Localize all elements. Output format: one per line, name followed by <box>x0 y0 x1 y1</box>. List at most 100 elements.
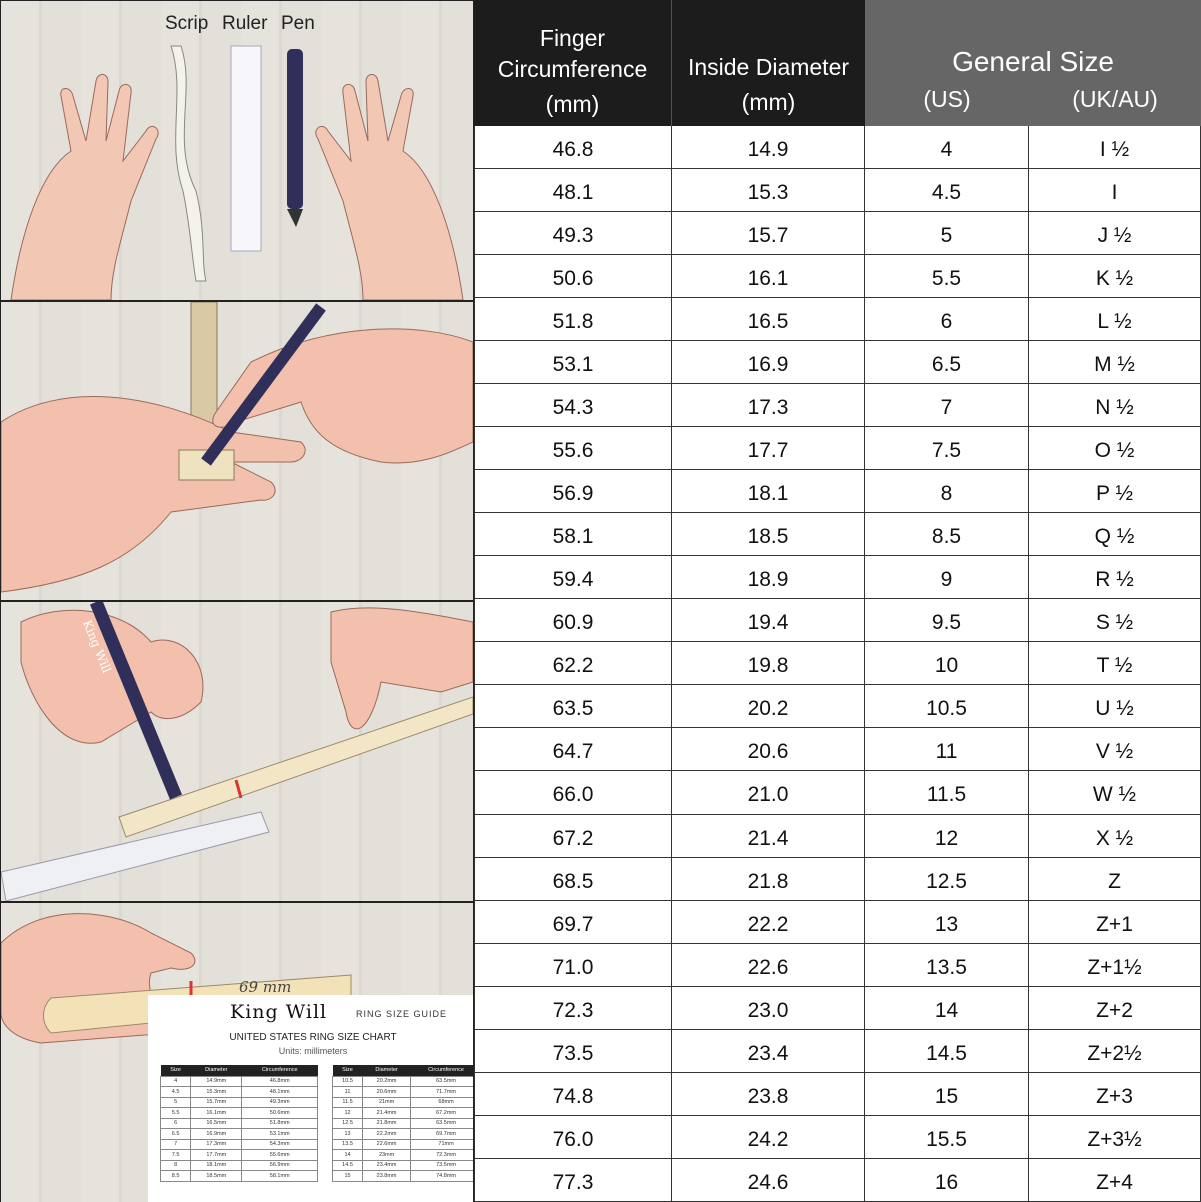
mini-cell: 14.5 <box>331 1159 364 1171</box>
uk-au-size-cell: P ½ <box>1029 470 1201 513</box>
diameter-cell: 14.9 <box>672 126 865 169</box>
table-row: 58.1 18.5 8.5 Q ½ <box>474 513 1201 557</box>
mini-row: 5.5 16.1mm 50.6mm <box>159 1107 318 1119</box>
table-row: 66.0 21.0 11.5 W ½ <box>474 771 1201 815</box>
circumference-cell: 69.7 <box>474 900 672 943</box>
mini-cell: 22.2mm <box>362 1128 412 1140</box>
mini-cell: 22.6mm <box>362 1138 412 1150</box>
us-size-cell: 4 <box>865 126 1029 169</box>
diameter-cell: 23.8 <box>672 1072 865 1115</box>
mini-cell: 23mm <box>362 1149 412 1161</box>
diameter-cell: 16.9 <box>672 341 865 384</box>
mini-row: 13.5 22.6mm 71mm <box>331 1138 473 1150</box>
table-row: 50.6 16.1 5.5 K ½ <box>474 255 1201 299</box>
table-row: 59.4 18.9 9 R ½ <box>474 556 1201 600</box>
mini-row: 12 21.4mm 67.2mm <box>331 1107 473 1119</box>
header-text: (mm) <box>741 89 796 115</box>
mini-header: Size <box>332 1065 363 1076</box>
mini-cell: 72.3mm <box>410 1149 473 1161</box>
mini-row: 11.5 21mm 68mm <box>331 1096 473 1108</box>
mini-cell: 63.5mm <box>410 1117 473 1129</box>
mini-row: 6 16.5mm 51.8mm <box>159 1117 318 1129</box>
mini-cell: 50.6mm <box>241 1107 318 1119</box>
mini-cell: 18.1mm <box>190 1159 243 1171</box>
header-text: (mm) <box>545 91 600 117</box>
table-row: 63.5 20.2 10.5 U ½ <box>474 685 1201 729</box>
us-size-cell: 14 <box>865 986 1029 1029</box>
mini-cell: 13 <box>331 1128 364 1140</box>
table-row: 76.0 24.2 15.5 Z+3½ <box>474 1115 1201 1159</box>
diameter-cell: 20.6 <box>672 728 865 771</box>
us-size-cell: 5 <box>865 212 1029 255</box>
strip-measurement: 69 mm <box>239 978 292 996</box>
mini-row: 7 17.3mm 54.3mm <box>159 1138 318 1150</box>
step4-measure-panel: 69 mm King Will RING SIZE GUIDE UNITED S… <box>1 903 473 1202</box>
diameter-cell: 21.8 <box>672 857 865 900</box>
mini-row: 10.5 20.2mm 63.5mm <box>331 1075 473 1087</box>
table-row: 62.2 19.8 10 T ½ <box>474 642 1201 686</box>
mini-cell: 7 <box>159 1138 192 1150</box>
table-row: 68.5 21.8 12.5 Z <box>474 857 1201 901</box>
diameter-cell: 15.7 <box>672 212 865 255</box>
mini-cell: 16.5mm <box>190 1117 243 1129</box>
header-ukau: (UK/AU) <box>1072 86 1158 112</box>
circumference-cell: 56.9 <box>474 470 672 513</box>
mini-cell: 11.5 <box>331 1096 364 1108</box>
us-size-cell: 9 <box>865 556 1029 599</box>
table-row: 53.1 16.9 6.5 M ½ <box>474 341 1201 385</box>
diameter-cell: 17.3 <box>672 384 865 427</box>
diameter-cell: 16.5 <box>672 298 865 341</box>
uk-au-size-cell: X ½ <box>1029 814 1201 857</box>
uk-au-size-cell: Z+1 <box>1029 900 1201 943</box>
pen-label: Pen <box>281 13 315 34</box>
circumference-cell: 50.6 <box>474 255 672 298</box>
mini-row: 4 14.9mm 46.8mm <box>159 1075 318 1087</box>
mini-cell: 15.7mm <box>190 1096 243 1108</box>
uk-au-size-cell: Z <box>1029 857 1201 900</box>
mini-table-right: Size Diameter Circumference 10.5 20.2mm 63.5m… <box>331 1065 473 1182</box>
table-row: 71.0 22.6 13.5 Z+1½ <box>474 943 1201 987</box>
diameter-cell: 18.9 <box>672 556 865 599</box>
mini-cell: 23.8mm <box>362 1170 412 1182</box>
mini-cell: 23.4mm <box>362 1159 412 1171</box>
diameter-cell: 21.4 <box>672 814 865 857</box>
circumference-cell: 60.9 <box>474 599 672 642</box>
mini-row: 12.5 21.8mm 63.5mm <box>331 1117 473 1129</box>
mini-cell: 71.7mm <box>410 1086 473 1098</box>
step1-tools-panel: Scrip Ruler Pen <box>1 1 473 300</box>
mini-cell: 11 <box>331 1086 364 1098</box>
us-size-cell: 11.5 <box>865 771 1029 814</box>
table-row: 72.3 23.0 14 Z+2 <box>474 986 1201 1030</box>
uk-au-size-cell: L ½ <box>1029 298 1201 341</box>
mini-cell: 51.8mm <box>241 1117 318 1129</box>
us-size-cell: 8 <box>865 470 1029 513</box>
uk-au-size-cell: M ½ <box>1029 341 1201 384</box>
table-row: 51.8 16.5 6 L ½ <box>474 298 1201 342</box>
mini-cell: 15 <box>331 1170 364 1182</box>
scrip-label: Scrip <box>165 13 209 34</box>
mini-cell: 68mm <box>410 1096 473 1108</box>
table-row: 77.3 24.6 16 Z+4 <box>474 1158 1201 1202</box>
uk-au-size-cell: Z+2½ <box>1029 1029 1201 1072</box>
circumference-cell: 72.3 <box>474 986 672 1029</box>
ruler-label: Ruler <box>222 13 268 34</box>
guide-title: RING SIZE GUIDE <box>356 1009 448 1019</box>
header-text: Circumference <box>497 56 648 82</box>
mini-table-left: Size Diameter Circumference 4 14.9mm 46.8mm 4.… <box>159 1065 318 1182</box>
ruler-icon <box>230 45 262 252</box>
us-size-cell: 15 <box>865 1072 1029 1115</box>
circumference-cell: 58.1 <box>474 513 672 556</box>
circumference-cell: 59.4 <box>474 556 672 599</box>
mini-cell: 20.2mm <box>362 1075 412 1087</box>
mini-cell: 69.7mm <box>410 1128 473 1140</box>
mini-row: 8 18.1mm 56.9mm <box>159 1159 318 1171</box>
uk-au-size-cell: O ½ <box>1029 427 1201 470</box>
us-size-cell: 9.5 <box>865 599 1029 642</box>
circumference-cell: 46.8 <box>474 126 672 169</box>
mini-cell: 74.8mm <box>410 1170 473 1182</box>
mini-row: 4.5 15.3mm 48.1mm <box>159 1086 318 1098</box>
mini-cell: 7.5 <box>159 1149 192 1161</box>
us-size-cell: 12.5 <box>865 857 1029 900</box>
mini-cell: 17.3mm <box>190 1138 243 1150</box>
circumference-cell: 77.3 <box>474 1158 672 1201</box>
